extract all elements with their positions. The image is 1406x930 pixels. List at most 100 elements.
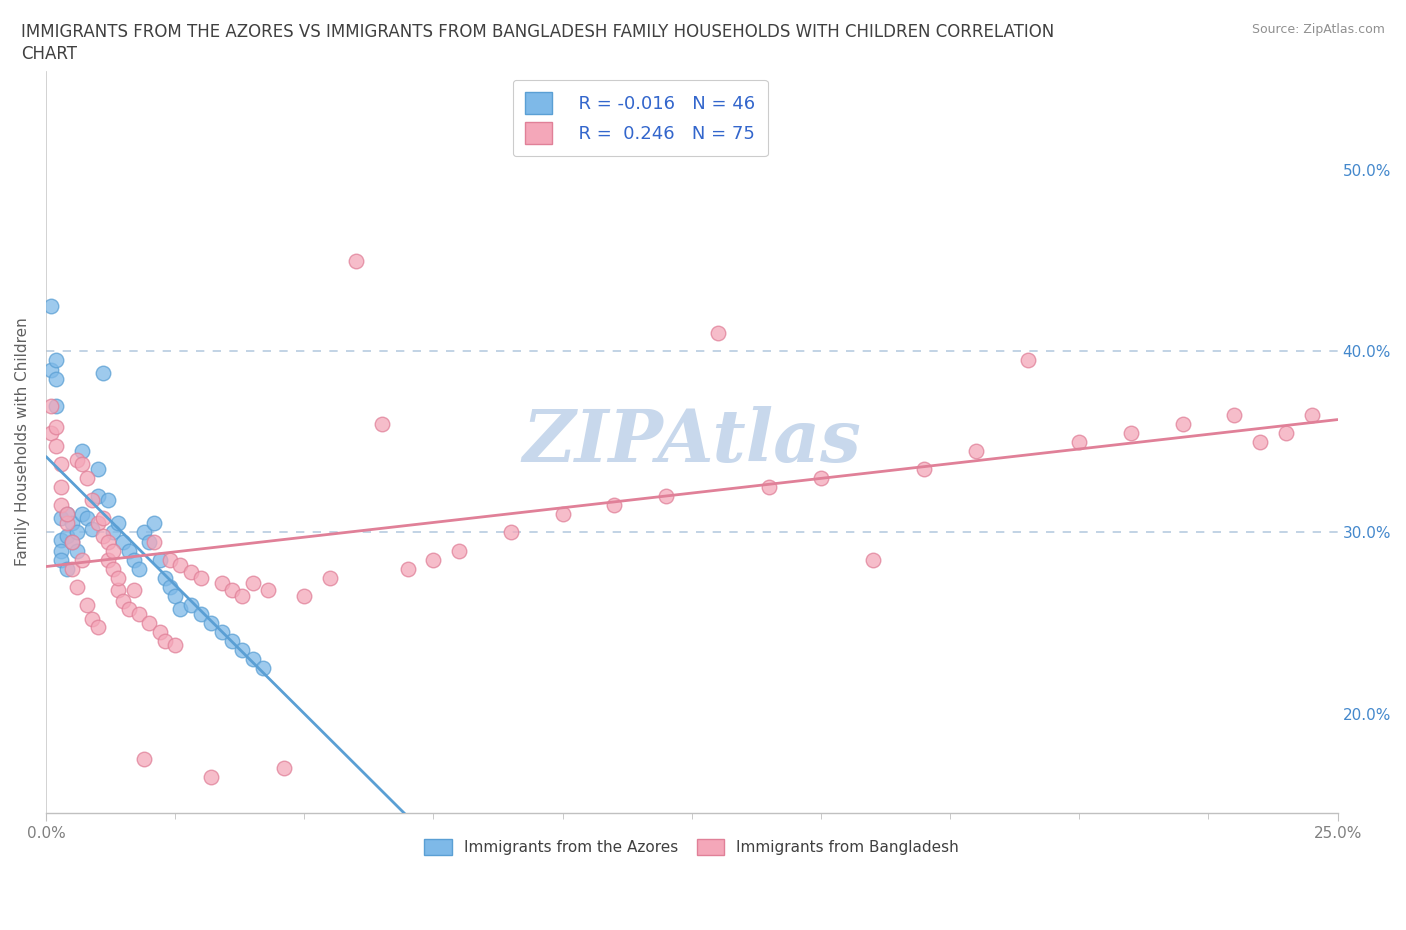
Point	[86, 516, 108, 531]
Point	[242, 576, 264, 591]
Point	[51, 532, 73, 547]
Point	[603, 498, 626, 512]
Point	[371, 417, 394, 432]
Point	[97, 552, 120, 567]
Point	[1275, 425, 1298, 440]
Point	[159, 552, 181, 567]
Point	[82, 612, 104, 627]
Point	[128, 562, 150, 577]
Point	[211, 625, 233, 640]
Point	[91, 511, 114, 525]
Point	[221, 633, 243, 648]
Text: ZIPAtlas: ZIPAtlas	[523, 406, 862, 477]
Point	[51, 498, 73, 512]
Point	[55, 507, 77, 522]
Point	[169, 601, 191, 616]
Point	[55, 516, 77, 531]
Point	[190, 606, 212, 621]
Point	[45, 438, 67, 453]
Point	[107, 583, 129, 598]
Point	[60, 562, 83, 577]
Point	[1301, 407, 1323, 422]
Point	[169, 558, 191, 573]
Point	[66, 543, 89, 558]
Point	[122, 552, 145, 567]
Point	[231, 589, 253, 604]
Point	[257, 583, 280, 598]
Point	[252, 661, 274, 676]
Point	[39, 362, 62, 377]
Point	[107, 570, 129, 585]
Point	[70, 444, 93, 458]
Point	[55, 528, 77, 543]
Point	[1171, 417, 1194, 432]
Point	[319, 570, 342, 585]
Point	[39, 425, 62, 440]
Point	[97, 493, 120, 508]
Point	[292, 589, 315, 604]
Point	[551, 507, 574, 522]
Text: IMMIGRANTS FROM THE AZORES VS IMMIGRANTS FROM BANGLADESH FAMILY HOUSEHOLDS WITH : IMMIGRANTS FROM THE AZORES VS IMMIGRANTS…	[21, 23, 1054, 41]
Point	[76, 511, 98, 525]
Point	[55, 562, 77, 577]
Point	[1249, 434, 1271, 449]
Point	[117, 601, 139, 616]
Point	[273, 761, 295, 776]
Point	[862, 552, 884, 567]
Point	[60, 534, 83, 549]
Point	[39, 299, 62, 313]
Point	[134, 751, 156, 766]
Point	[45, 371, 67, 386]
Point	[55, 507, 77, 522]
Point	[76, 471, 98, 485]
Point	[143, 534, 166, 549]
Point	[66, 453, 89, 468]
Point	[60, 516, 83, 531]
Point	[1017, 353, 1039, 368]
Point	[51, 511, 73, 525]
Point	[51, 480, 73, 495]
Point	[1119, 425, 1142, 440]
Point	[82, 493, 104, 508]
Point	[97, 534, 120, 549]
Point	[242, 652, 264, 667]
Point	[107, 516, 129, 531]
Y-axis label: Family Households with Children: Family Households with Children	[15, 317, 30, 566]
Point	[66, 525, 89, 540]
Point	[422, 552, 444, 567]
Point	[51, 543, 73, 558]
Point	[86, 619, 108, 634]
Point	[180, 565, 202, 579]
Point	[117, 543, 139, 558]
Point	[449, 543, 471, 558]
Point	[82, 522, 104, 537]
Legend: Immigrants from the Azores, Immigrants from Bangladesh: Immigrants from the Azores, Immigrants f…	[419, 833, 966, 861]
Text: CHART: CHART	[21, 45, 77, 62]
Point	[70, 507, 93, 522]
Point	[190, 570, 212, 585]
Point	[200, 769, 222, 784]
Point	[149, 552, 172, 567]
Point	[165, 589, 187, 604]
Point	[101, 525, 124, 540]
Point	[51, 457, 73, 472]
Point	[149, 625, 172, 640]
Point	[159, 579, 181, 594]
Point	[396, 562, 419, 577]
Point	[86, 461, 108, 476]
Text: Source: ZipAtlas.com: Source: ZipAtlas.com	[1251, 23, 1385, 36]
Point	[180, 597, 202, 612]
Point	[134, 525, 156, 540]
Point	[200, 616, 222, 631]
Point	[153, 570, 176, 585]
Point	[122, 583, 145, 598]
Point	[91, 528, 114, 543]
Point	[39, 398, 62, 413]
Point	[86, 489, 108, 504]
Point	[706, 326, 728, 340]
Point	[70, 457, 93, 472]
Point	[810, 471, 832, 485]
Point	[965, 444, 987, 458]
Point	[499, 525, 522, 540]
Point	[45, 420, 67, 435]
